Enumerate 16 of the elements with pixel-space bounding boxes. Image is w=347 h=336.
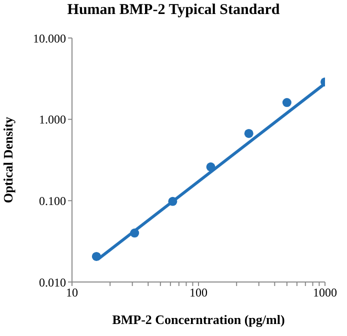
y-axis-title: Optical Density	[0, 116, 16, 204]
point	[244, 128, 254, 138]
point	[282, 98, 292, 108]
x-axis-title: BMP-2 Concerntration (pg/ml)	[112, 312, 285, 327]
point	[92, 252, 101, 261]
y-tick-label: 0.010	[39, 275, 66, 290]
y-tick-label: 0.100	[39, 194, 66, 208]
y-tick-label: 10.000	[33, 31, 66, 46]
y-tick-label: 1.000	[39, 112, 66, 127]
point	[206, 162, 216, 172]
point	[130, 228, 140, 238]
point	[168, 196, 178, 206]
chart-title: Human BMP-2 Typical Standard	[66, 2, 281, 19]
x-tick-label: 100	[190, 286, 208, 300]
x-tick-label: 10	[66, 286, 78, 300]
x-tick-label: 1000	[313, 286, 337, 300]
